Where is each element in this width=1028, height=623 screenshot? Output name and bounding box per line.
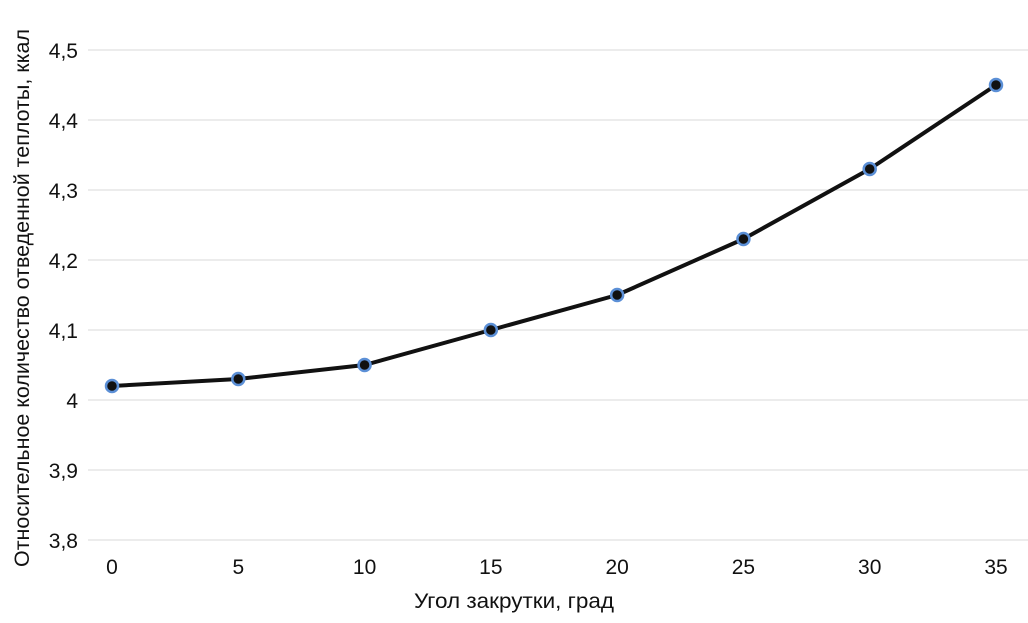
y-tick-label: 4,4 <box>49 110 79 133</box>
x-tick-label: 20 <box>605 556 628 579</box>
x-tick-label: 35 <box>984 556 1007 579</box>
x-tick-label: 5 <box>232 556 244 579</box>
x-tick-label: 30 <box>858 556 881 579</box>
x-tick-label: 10 <box>353 556 376 579</box>
data-point <box>862 161 877 177</box>
data-point <box>104 378 120 394</box>
y-tick-label: 4,3 <box>49 180 78 203</box>
y-tick-label: 4,2 <box>49 250 78 273</box>
x-tick-label: 0 <box>106 556 118 579</box>
data-point <box>357 357 372 373</box>
data-point <box>609 287 625 303</box>
x-tick-labels: 0 5 10 15 20 25 30 35 <box>106 556 1008 579</box>
y-tick-label: 4,5 <box>49 40 78 63</box>
data-point <box>988 77 1004 93</box>
gridlines <box>88 49 1028 541</box>
data-point <box>231 371 246 387</box>
y-tick-label: 4 <box>66 390 78 413</box>
series-line <box>111 83 998 388</box>
series <box>104 77 1004 394</box>
y-tick-label: 4,1 <box>49 320 78 343</box>
x-axis-label: Угол закрутки, град <box>414 590 614 613</box>
data-point <box>483 322 499 338</box>
x-tick-label: 25 <box>732 556 755 579</box>
x-tick-label: 15 <box>479 556 502 579</box>
y-tick-label: 3,8 <box>49 530 78 553</box>
y-tick-labels: 3,8 3,9 4 4,1 4,2 4,3 4,4 4,5 <box>49 40 79 553</box>
data-point <box>736 231 751 247</box>
y-tick-label: 3,9 <box>49 460 78 483</box>
y-axis-label: Относительное количество отведенной тепл… <box>11 29 34 567</box>
